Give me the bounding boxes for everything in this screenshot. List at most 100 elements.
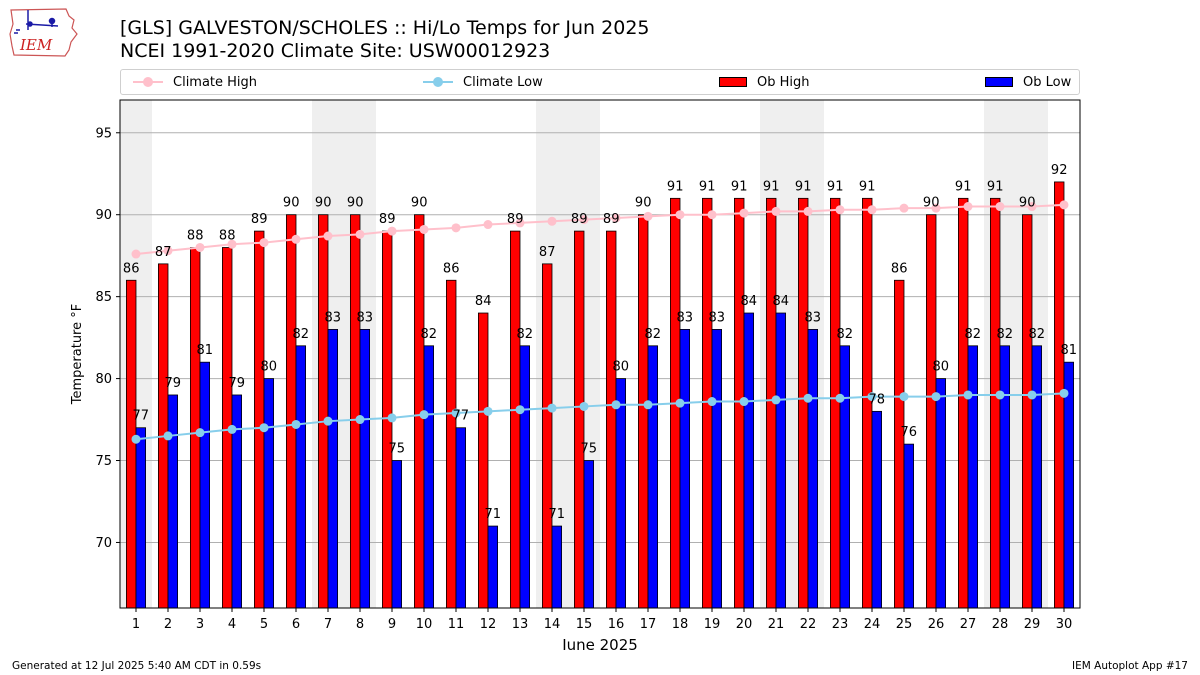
ob-high-label: 91 [955,179,972,194]
climate-low-point [899,392,909,402]
ob-high-label: 86 [443,261,460,276]
climate-high-point [323,231,333,241]
ob-high-patch-icon [719,77,747,87]
ob-low-bar [967,345,979,609]
ob-high-label: 87 [155,245,172,260]
ob-high-bar [1022,214,1033,609]
climate-high-point [739,208,749,218]
ob-high-label: 89 [507,212,524,227]
climate-low-point [355,415,365,425]
ob-low-label: 76 [901,425,918,440]
legend-label-ob-high: Ob High [757,74,810,90]
climate-high-point [835,205,845,215]
climate-high-point [355,229,365,239]
ob-low-label: 82 [1029,327,1046,342]
ob-high-label: 89 [251,212,268,227]
x-tick-label: 30 [1056,617,1073,632]
climate-low-point [771,395,781,405]
ob-high-label: 91 [859,179,876,194]
ob-low-label: 82 [517,327,534,342]
climate-high-point [931,203,941,213]
climate-high-point [131,249,141,259]
ob-high-label: 91 [763,179,780,194]
climate-low-point [611,400,621,410]
ob-high-bar [894,279,905,609]
ob-high-label: 91 [699,179,716,194]
climate-low-point [1027,390,1037,400]
climate-low-point [867,392,877,402]
ob-low-bar [263,378,275,609]
ob-high-bar [317,214,329,609]
climate-high-marker-icon [133,77,163,87]
climate-high-point [867,205,877,215]
climate-low-point [643,400,653,410]
ob-high-label: 91 [827,179,844,194]
ob-low-bar [935,378,947,609]
ob-high-label: 89 [571,212,588,227]
ob-high-bar [798,197,809,609]
ob-high-bar [253,230,265,609]
ob-low-label: 78 [869,392,886,407]
climate-low-point [675,398,685,408]
ob-high-bar [349,214,361,609]
climate-high-point [803,206,813,216]
ob-low-bar [647,345,659,609]
ob-high-label: 88 [187,228,204,243]
x-tick-label: 24 [864,617,881,632]
climate-low-point [995,390,1005,400]
climate-low-point [451,408,461,418]
ob-low-label: 82 [293,327,310,342]
climate-high-point [451,223,461,233]
climate-low-point [387,413,397,423]
ob-low-bar [391,460,403,609]
x-tick-label: 23 [832,617,849,632]
ob-high-bar [958,197,969,609]
ob-high-label: 90 [1019,196,1036,211]
ob-low-bar [327,329,339,609]
climate-low-point [515,405,525,415]
ob-low-bar [1063,361,1075,609]
ob-high-bar [542,263,553,609]
climate-high-point [963,202,973,212]
x-tick-label: 2 [164,617,172,632]
ob-low-bar [839,345,851,609]
x-tick-label: 3 [196,617,204,632]
climate-low-point [195,428,205,438]
ob-high-bar [477,312,489,609]
x-tick-label: 1 [132,617,140,632]
x-tick-label: 18 [672,617,689,632]
ob-high-bar [830,197,841,609]
plot-frame [119,99,1081,609]
climate-low-point [707,397,717,407]
climate-high-point [515,218,525,228]
ob-low-patch-icon [985,77,1013,87]
temperature-chart: 7075808590958677877988818879898090829083… [70,99,1081,650]
climate-high-point [675,210,685,220]
app-footer: IEM Autoplot App #17 [1072,660,1188,672]
x-tick-label: 4 [228,617,236,632]
climate-low-point [291,419,301,429]
climate-high-point [419,224,429,234]
ob-low-bar [487,525,499,609]
ob-low-label: 80 [933,360,950,375]
climate-high-point [579,215,589,225]
climate-low-point [835,393,845,403]
ob-high-bar [926,214,937,609]
ob-high-label: 91 [667,179,684,194]
x-tick-label: 22 [800,617,817,632]
climate-high-line [135,203,1065,256]
climate-low-point [323,416,333,426]
ob-low-bar [455,427,467,609]
ob-low-label: 82 [645,327,662,342]
legend-item-climate-high: Climate High [133,70,257,94]
x-axis-label: June 2025 [561,636,638,650]
climate-low-point [803,393,813,403]
y-tick-label: 80 [95,372,112,387]
ob-high-label: 86 [123,261,140,276]
logo-text: IEM [19,36,53,54]
climate-low-point [1059,388,1069,398]
ob-low-bar [551,525,563,609]
x-tick-label: 10 [416,617,433,632]
ob-low-bar [903,443,915,609]
ob-low-bar [615,378,627,609]
